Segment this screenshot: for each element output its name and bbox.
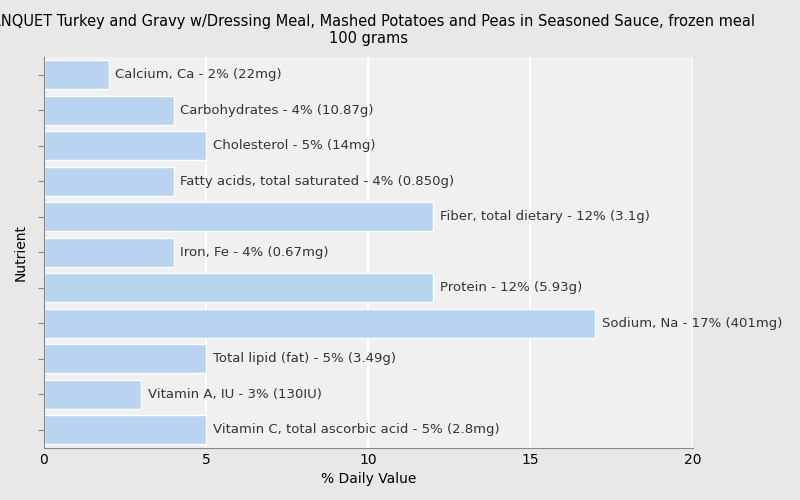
Text: Vitamin A, IU - 3% (130IU): Vitamin A, IU - 3% (130IU) [148, 388, 322, 401]
Text: Fatty acids, total saturated - 4% (0.850g): Fatty acids, total saturated - 4% (0.850… [180, 175, 454, 188]
Text: Protein - 12% (5.93g): Protein - 12% (5.93g) [439, 282, 582, 294]
Bar [44, 416, 206, 444]
Text: Total lipid (fat) - 5% (3.49g): Total lipid (fat) - 5% (3.49g) [213, 352, 395, 366]
Bar [44, 202, 433, 232]
Bar [44, 380, 141, 409]
Text: Calcium, Ca - 2% (22mg): Calcium, Ca - 2% (22mg) [115, 68, 282, 82]
Text: Fiber, total dietary - 12% (3.1g): Fiber, total dietary - 12% (3.1g) [439, 210, 650, 224]
Bar [44, 60, 109, 90]
X-axis label: % Daily Value: % Daily Value [321, 472, 416, 486]
Bar [44, 344, 206, 374]
Bar [44, 167, 174, 196]
Text: Carbohydrates - 4% (10.87g): Carbohydrates - 4% (10.87g) [180, 104, 374, 117]
Bar [44, 132, 206, 160]
Text: Cholesterol - 5% (14mg): Cholesterol - 5% (14mg) [213, 140, 375, 152]
Bar [44, 309, 595, 338]
Text: Iron, Fe - 4% (0.67mg): Iron, Fe - 4% (0.67mg) [180, 246, 329, 259]
Y-axis label: Nutrient: Nutrient [14, 224, 28, 281]
Title: BANQUET Turkey and Gravy w/Dressing Meal, Mashed Potatoes and Peas in Seasoned S: BANQUET Turkey and Gravy w/Dressing Meal… [0, 14, 755, 46]
Bar [44, 96, 174, 125]
Bar [44, 274, 433, 302]
Text: Sodium, Na - 17% (401mg): Sodium, Na - 17% (401mg) [602, 317, 782, 330]
Text: Vitamin C, total ascorbic acid - 5% (2.8mg): Vitamin C, total ascorbic acid - 5% (2.8… [213, 424, 499, 436]
Bar [44, 238, 174, 267]
